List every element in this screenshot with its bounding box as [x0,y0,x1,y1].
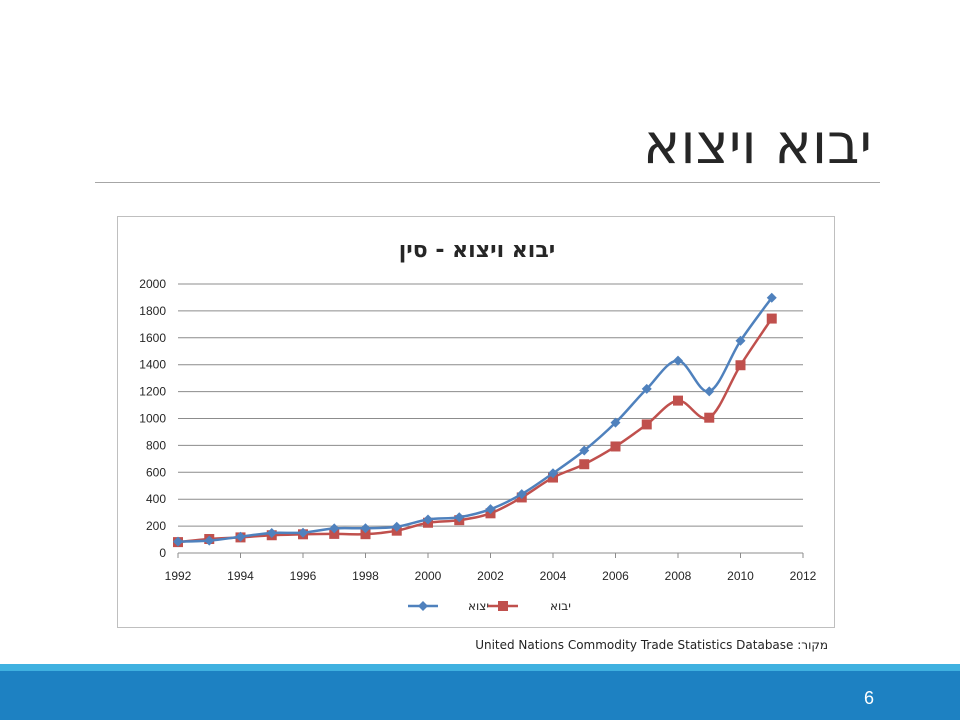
chart-title: יבוא ויצוא - סין [399,238,556,263]
y-tick-label: 1000 [139,412,166,426]
x-tick-label: 2008 [665,569,692,583]
source-text: United Nations Commodity Trade Statistic… [475,638,794,652]
y-tick-label: 400 [146,492,166,506]
data-point-import [641,419,652,430]
footer-accent-band [0,664,960,671]
data-point-export [610,417,621,428]
data-point-export [548,468,558,479]
data-point-import [610,441,621,452]
data-point-export [673,355,683,366]
data-point-import [766,313,777,324]
legend-marker-import [498,601,508,611]
data-point-export [454,512,465,523]
data-point-export [298,527,308,538]
data-point-export [266,527,277,538]
chart-frame: יבוא ויצוא - סין 0 200 400 600 800 1000 1200 140… [117,216,835,628]
data-point-import [735,360,746,371]
y-tick-label: 2000 [139,277,166,291]
data-point-export [204,535,215,546]
data-point-export [485,504,496,515]
data-point-export [360,523,371,534]
x-tick-label: 2006 [602,569,629,583]
x-tick-label: 2012 [790,569,817,583]
y-tick-label: 1800 [139,304,166,318]
x-tick-label: 2010 [727,569,754,583]
data-point-import [673,395,683,406]
data-point-export [641,383,652,394]
x-tick-label: 1992 [165,569,192,583]
x-tick-label: 2000 [415,569,442,583]
data-point-export [766,292,777,303]
x-tick-label: 1994 [227,569,254,583]
legend-marker-export [418,601,428,611]
data-point-export [516,489,527,500]
data-point-export [329,523,340,534]
title-divider [95,182,880,183]
y-tick-label: 600 [146,465,166,479]
data-point-export [235,531,246,542]
x-tick-label: 1996 [290,569,317,583]
legend-label-export: יצוא [468,599,489,613]
y-tick-label: 200 [146,519,166,533]
source-label: מקור: [797,638,828,652]
series-line-export [177,296,773,543]
page-number: 6 [863,688,874,708]
data-point-export [735,335,746,346]
data-point-import [704,412,715,423]
slide-title: יבוא ויצוא [642,112,872,177]
source-note: מקור: United Nations Commodity Trade Sta… [475,638,828,652]
data-point-import [329,528,340,539]
line-chart: יבוא ויצוא - סין 0 200 400 600 800 1000 1200 140… [139,238,817,613]
legend-label-import: יבוא [550,599,571,613]
data-point-export [704,386,715,397]
y-tick-label: 1400 [139,358,166,372]
x-tick-label: 1998 [352,569,379,583]
data-point-import [579,459,590,470]
data-point-export [391,521,402,532]
series-line-import [177,317,773,544]
x-tick-label: 2002 [477,569,504,583]
data-point-export [423,514,433,525]
y-tick-label: 0 [159,546,166,560]
y-tick-label: 1200 [139,385,166,399]
y-tick-label: 800 [146,438,166,452]
footer-band [0,671,960,720]
data-point-import [360,529,371,540]
data-point-export [173,536,183,547]
x-tick-label: 2004 [540,569,567,583]
data-point-export [579,445,590,456]
y-tick-label: 1600 [139,331,166,345]
